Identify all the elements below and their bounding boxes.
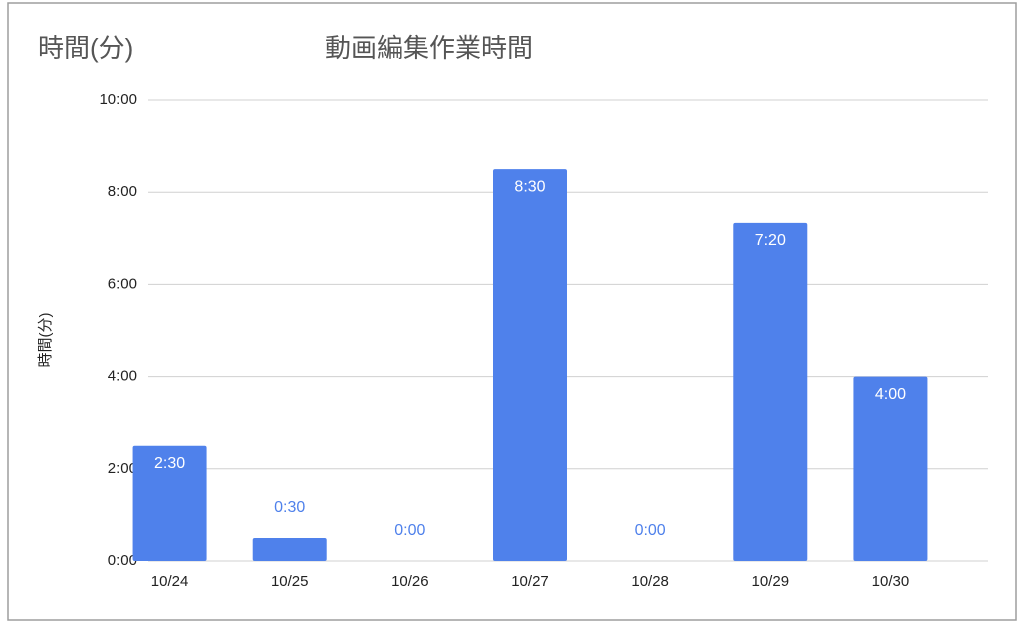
x-tick-label: 10/28 bbox=[631, 573, 669, 590]
y-tick-label: 0:00 bbox=[108, 552, 137, 569]
x-tick-label: 10/24 bbox=[151, 573, 189, 590]
y-axis-label: 時間(分) bbox=[37, 313, 54, 368]
value-label: 7:20 bbox=[755, 232, 786, 249]
x-tick-label: 10/26 bbox=[391, 573, 429, 590]
bar bbox=[132, 445, 207, 561]
y-tick-label: 2:00 bbox=[108, 460, 137, 477]
y-tick-label: 4:00 bbox=[108, 368, 137, 385]
x-tick-label: 10/29 bbox=[752, 573, 790, 590]
value-label: 8:30 bbox=[514, 178, 545, 195]
bar bbox=[853, 376, 928, 561]
x-tick-label: 10/25 bbox=[271, 573, 309, 590]
value-label: 0:00 bbox=[635, 522, 666, 539]
value-label: 4:00 bbox=[875, 386, 906, 403]
x-tick-label: 10/27 bbox=[511, 573, 549, 590]
value-label: 2:30 bbox=[154, 455, 185, 472]
y-tick-label: 10:00 bbox=[99, 91, 137, 108]
chart-subtitle: 時間(分) bbox=[38, 33, 133, 63]
y-tick-label: 6:00 bbox=[108, 275, 137, 292]
value-label: 0:30 bbox=[274, 499, 305, 516]
x-tick-label: 10/30 bbox=[872, 573, 910, 590]
bar bbox=[733, 222, 808, 561]
chart-title: 動画編集作業時間 bbox=[325, 33, 533, 63]
y-tick-label: 8:00 bbox=[108, 183, 137, 200]
bar bbox=[252, 537, 327, 561]
bar bbox=[493, 169, 567, 561]
value-label: 0:00 bbox=[394, 522, 425, 539]
